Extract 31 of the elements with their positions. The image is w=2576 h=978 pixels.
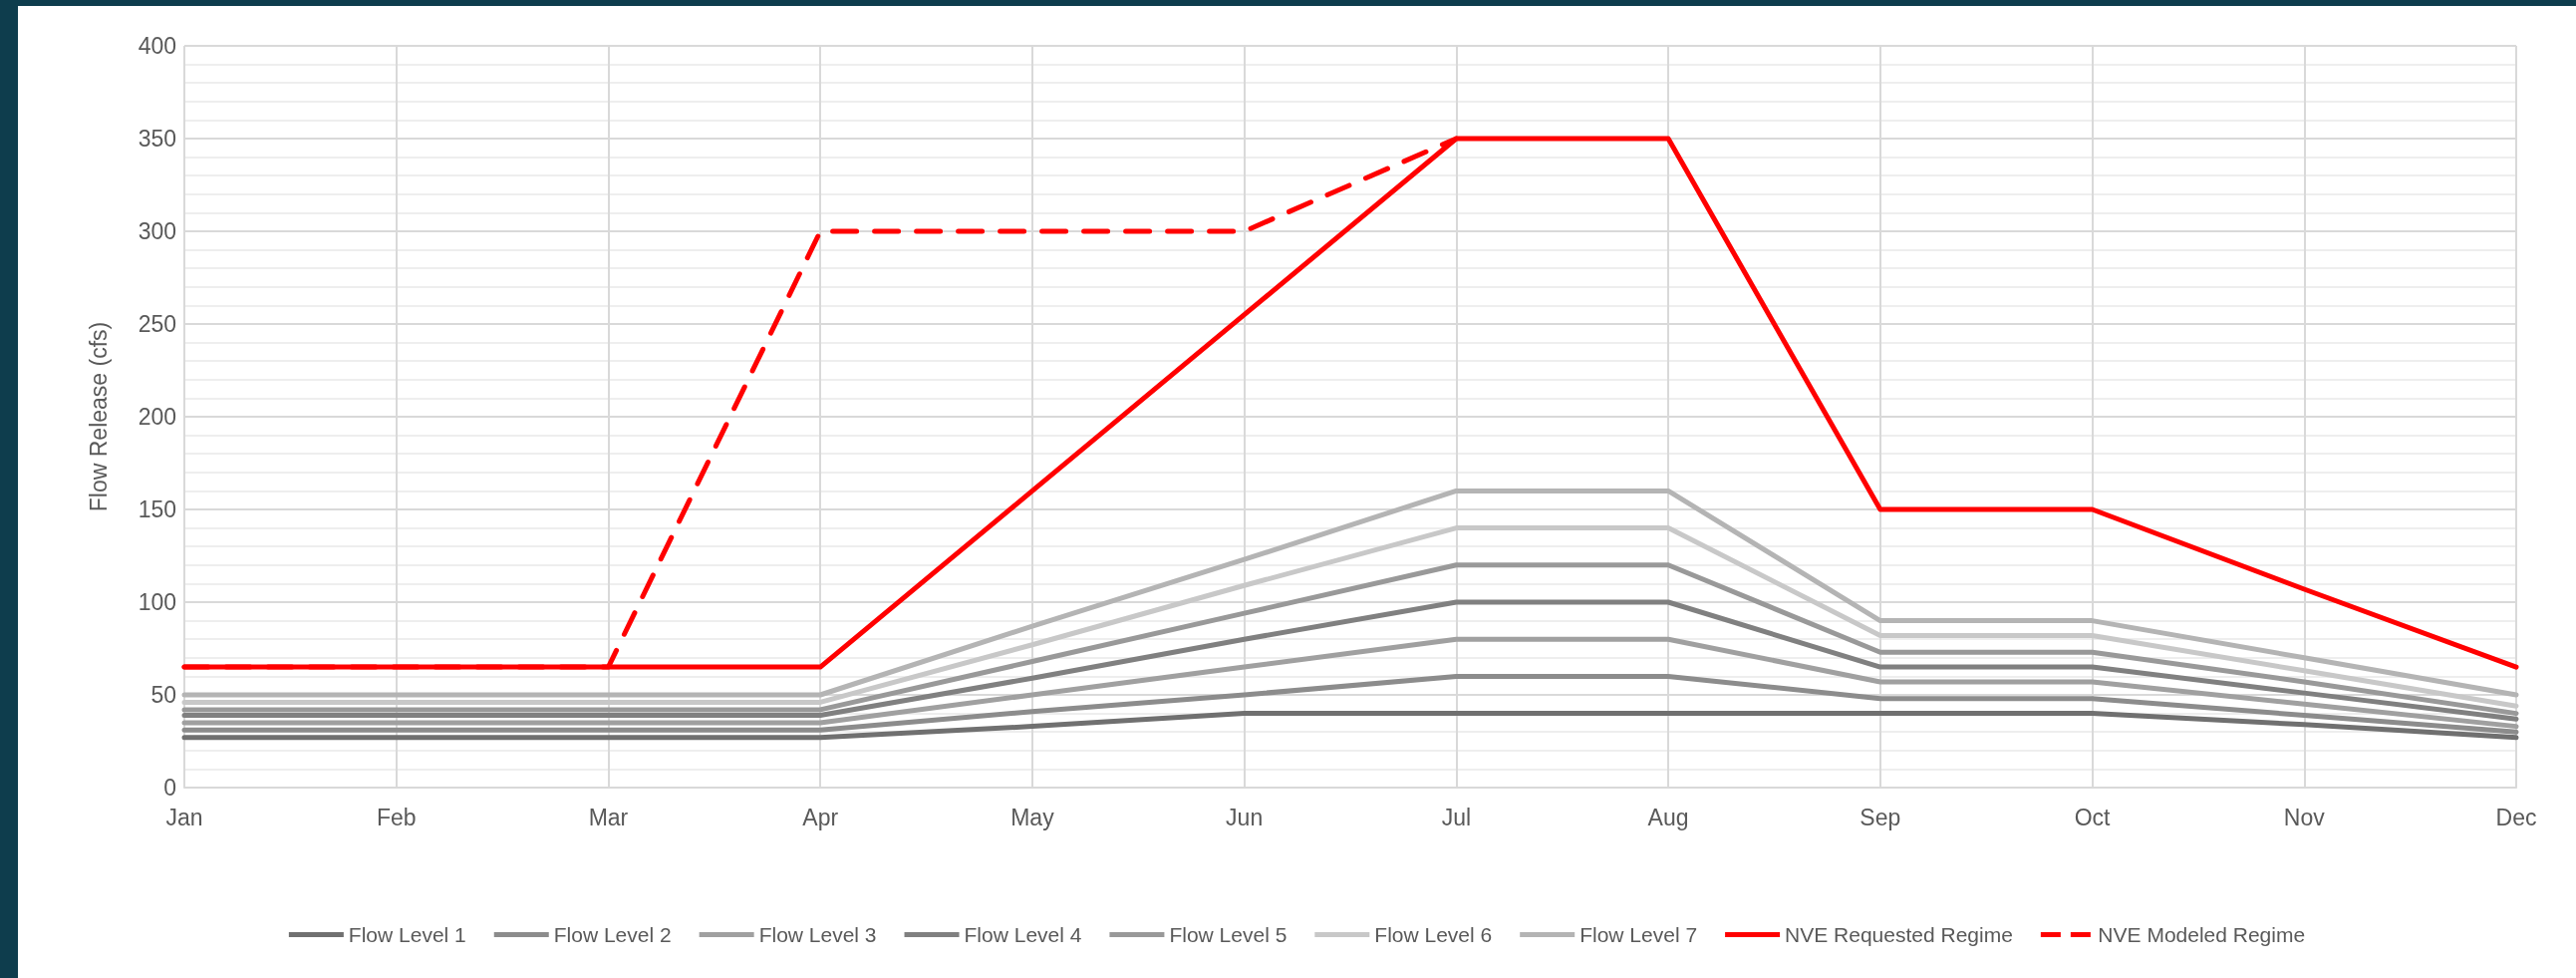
x-tick-label: Apr: [802, 804, 839, 830]
y-tick-label: 350: [138, 126, 176, 152]
x-tick-label: Oct: [2074, 804, 2112, 830]
x-tick-label: Jun: [1226, 804, 1264, 830]
y-tick-label: 250: [138, 311, 176, 337]
legend-label: Flow Level 2: [553, 923, 672, 946]
y-tick-label: 300: [138, 218, 176, 244]
y-tick-label: 50: [150, 682, 176, 708]
y-tick-label: 200: [138, 404, 176, 430]
y-tick-label: 0: [163, 775, 176, 801]
legend-label: NVE Requested Regime: [1785, 923, 2013, 946]
legend-label: NVE Modeled Regime: [2098, 923, 2306, 946]
x-tick-label: Dec: [2495, 804, 2537, 830]
x-tick-label: Jul: [1441, 804, 1472, 830]
legend-label: Flow Level 3: [758, 923, 877, 946]
legend-label: Flow Level 4: [964, 923, 1082, 946]
y-tick-label: 100: [138, 589, 176, 615]
x-tick-label: Jan: [165, 804, 203, 830]
x-tick-label: Mar: [588, 804, 629, 830]
x-tick-label: May: [1010, 804, 1055, 830]
y-axis-title: Flow Release (cfs): [85, 321, 112, 512]
legend-label: Flow Level 5: [1169, 923, 1288, 946]
legend-label: Flow Level 6: [1374, 923, 1493, 946]
legend-label: Flow Level 7: [1579, 923, 1698, 946]
y-tick-label: 400: [138, 33, 176, 59]
x-tick-label: Aug: [1647, 804, 1689, 830]
x-tick-label: Nov: [2283, 804, 2326, 830]
y-tick-label: 150: [138, 496, 176, 522]
x-tick-label: Sep: [1860, 804, 1901, 830]
x-tick-label: Feb: [376, 804, 417, 830]
legend-label: Flow Level 1: [348, 923, 466, 946]
